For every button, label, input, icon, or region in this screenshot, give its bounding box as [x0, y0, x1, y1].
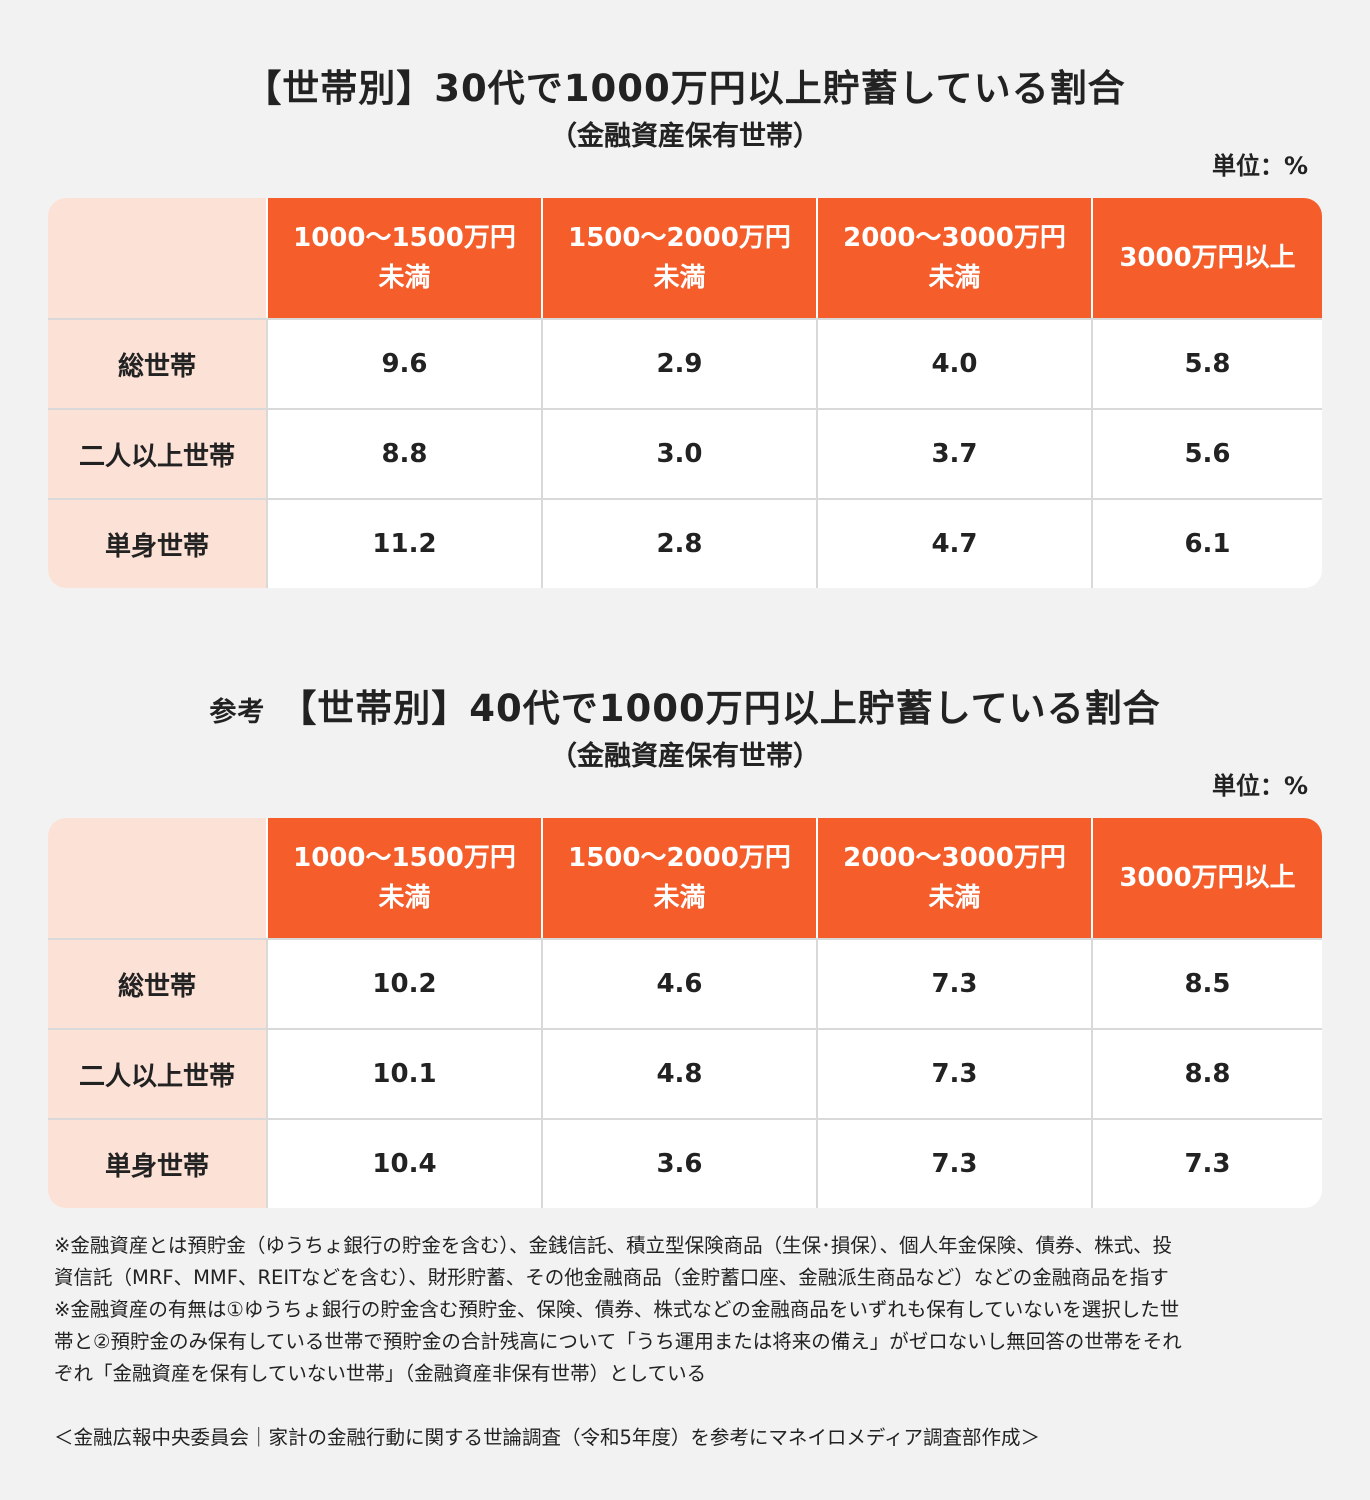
table-row: 二人以上世帯 10.1 4.8 7.3 8.8 — [48, 1028, 1322, 1118]
row-label: 二人以上世帯 — [48, 1030, 266, 1118]
table-cell-value: 10.1 — [266, 1030, 541, 1118]
column-header-line2: 未満 — [928, 263, 981, 293]
table1: 1000〜1500万円 未満 1500〜2000万円 未満 2000〜3000万… — [48, 198, 1322, 588]
footnote-line: 資信託（MRF、MMF、REITなどを含む）、財形貯蓄、その他金融商品（金貯蓄口… — [54, 1266, 1169, 1289]
column-header-line1: 1500〜2000万円 — [568, 843, 791, 873]
table-cell-value: 7.3 — [816, 1030, 1091, 1118]
footnotes: ※金融資産とは預貯金（ゆうちょ銀行の貯金を含む）、金銭信託、積立型保険商品（生保… — [54, 1230, 1324, 1390]
column-header-line1: 1500〜2000万円 — [568, 223, 791, 253]
table-cell-value: 2.8 — [541, 500, 816, 588]
footnote-line: 帯と②預貯金のみ保有している世帯で預貯金の合計残高について「うち運用または将来の… — [54, 1330, 1182, 1353]
table1-title: 【世帯別】30代で1000万円以上貯蓄している割合 — [244, 67, 1126, 110]
table-cell-value: 4.7 — [816, 500, 1091, 588]
table-cell-value: 4.0 — [816, 320, 1091, 408]
table-cell-value: 7.3 — [816, 940, 1091, 1028]
table1-header-row: 1000〜1500万円 未満 1500〜2000万円 未満 2000〜3000万… — [48, 198, 1322, 318]
footnote-line: ぞれ「金融資産を保有していない世帯」（金融資産非保有世帯）としている — [54, 1362, 707, 1385]
table-cell-value: 8.8 — [266, 410, 541, 498]
column-header-line2: 未満 — [653, 263, 706, 293]
column-header-line1: 3000万円以上 — [1119, 243, 1296, 273]
table-cell-value: 4.8 — [541, 1030, 816, 1118]
table-cell-value: 4.6 — [541, 940, 816, 1028]
table2-unit-label: 単位：% — [1211, 772, 1308, 800]
table2-column-header: 2000〜3000万円 未満 — [816, 818, 1091, 938]
table-row: 総世帯 10.2 4.6 7.3 8.5 — [48, 938, 1322, 1028]
table-cell-value: 6.1 — [1091, 500, 1322, 588]
column-header-line1: 3000万円以上 — [1119, 863, 1296, 893]
column-header-line1: 1000〜1500万円 — [293, 843, 516, 873]
row-label: 単身世帯 — [48, 1120, 266, 1208]
column-header-line2: 未満 — [378, 263, 431, 293]
table2: 1000〜1500万円 未満 1500〜2000万円 未満 2000〜3000万… — [48, 818, 1322, 1208]
column-header-line1: 1000〜1500万円 — [293, 223, 516, 253]
table-cell-value: 7.3 — [816, 1120, 1091, 1208]
footnote-line: ※金融資産とは預貯金（ゆうちょ銀行の貯金を含む）、金銭信託、積立型保険商品（生保… — [54, 1234, 1173, 1257]
table-cell-value: 9.6 — [266, 320, 541, 408]
table-cell-value: 10.4 — [266, 1120, 541, 1208]
table1-subtitle: （金融資産保有世帯） — [550, 121, 820, 152]
row-label: 二人以上世帯 — [48, 410, 266, 498]
table2-column-header: 3000万円以上 — [1091, 818, 1322, 938]
table-cell-value: 10.2 — [266, 940, 541, 1028]
table-cell-value: 5.6 — [1091, 410, 1322, 498]
table2-column-header: 1500〜2000万円 未満 — [541, 818, 816, 938]
column-header-line2: 未満 — [378, 883, 431, 913]
table2-title-wrap: 参考 【世帯別】40代で1000万円以上貯蓄している割合 — [0, 678, 1370, 732]
column-header-line1: 2000〜3000万円 — [843, 843, 1066, 873]
table-cell-value: 2.9 — [541, 320, 816, 408]
column-header-line2: 未満 — [653, 883, 706, 913]
table1-unit-label: 単位：% — [1211, 152, 1308, 180]
table-cell-value: 3.7 — [816, 410, 1091, 498]
table2-title: 【世帯別】40代で1000万円以上貯蓄している割合 — [279, 687, 1161, 730]
table-cell-value: 11.2 — [266, 500, 541, 588]
table-cell-value: 8.5 — [1091, 940, 1322, 1028]
row-label: 総世帯 — [48, 320, 266, 408]
row-label: 単身世帯 — [48, 500, 266, 588]
table2-subtitle: （金融資産保有世帯） — [550, 741, 820, 772]
table-row: 単身世帯 10.4 3.6 7.3 7.3 — [48, 1118, 1322, 1208]
table1-column-header: 1500〜2000万円 未満 — [541, 198, 816, 318]
table1-column-header: 2000〜3000万円 未満 — [816, 198, 1091, 318]
table-cell-value: 3.0 — [541, 410, 816, 498]
table-cell-value: 5.8 — [1091, 320, 1322, 408]
table2-corner-cell — [48, 818, 266, 938]
table-row: 二人以上世帯 8.8 3.0 3.7 5.6 — [48, 408, 1322, 498]
table-cell-value: 7.3 — [1091, 1120, 1322, 1208]
column-header-line2: 未満 — [928, 883, 981, 913]
source-citation: ＜金融広報中央委員会｜家計の金融行動に関する世論調査（令和5年度）を参考にマネイ… — [54, 1426, 1041, 1449]
table-row: 単身世帯 11.2 2.8 4.7 6.1 — [48, 498, 1322, 588]
row-label: 総世帯 — [48, 940, 266, 1028]
table2-title-prefix: 参考 — [209, 697, 266, 728]
column-header-line1: 2000〜3000万円 — [843, 223, 1066, 253]
table1-column-header: 3000万円以上 — [1091, 198, 1322, 318]
table-cell-value: 8.8 — [1091, 1030, 1322, 1118]
table1-corner-cell — [48, 198, 266, 318]
table-cell-value: 3.6 — [541, 1120, 816, 1208]
table2-header-row: 1000〜1500万円 未満 1500〜2000万円 未満 2000〜3000万… — [48, 818, 1322, 938]
table-row: 総世帯 9.6 2.9 4.0 5.8 — [48, 318, 1322, 408]
table2-column-header: 1000〜1500万円 未満 — [266, 818, 541, 938]
footnote-line: ※金融資産の有無は①ゆうちょ銀行の貯金含む預貯金、保険、債券、株式などの金融商品… — [54, 1298, 1180, 1321]
table1-column-header: 1000〜1500万円 未満 — [266, 198, 541, 318]
